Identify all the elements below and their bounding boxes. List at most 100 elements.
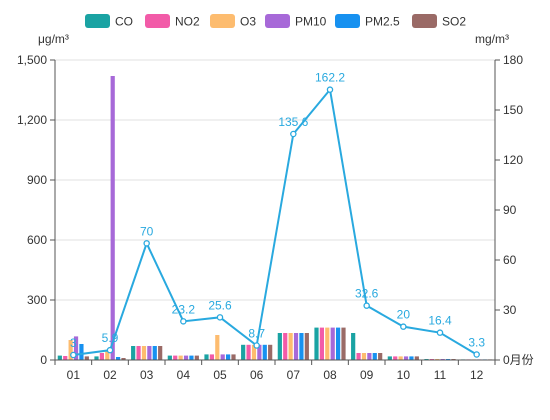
bar-o3-01[interactable]: [68, 340, 73, 360]
bar-o3-08[interactable]: [325, 327, 330, 360]
bar-pm10-06[interactable]: [257, 344, 262, 360]
bar-so2-03[interactable]: [158, 346, 163, 360]
bar-pm25-03[interactable]: [152, 346, 157, 360]
bar-series: [57, 76, 493, 360]
bar-o3-03[interactable]: [141, 346, 147, 360]
bar-no2-05[interactable]: [209, 354, 214, 360]
line-point-07[interactable]: [290, 130, 297, 138]
line-point-09[interactable]: [363, 302, 370, 309]
bar-co-05[interactable]: [204, 354, 209, 360]
x-tick-label: 02: [103, 368, 117, 382]
bar-co-08[interactable]: [314, 327, 319, 360]
line-point-12[interactable]: [473, 351, 480, 358]
bar-o3-02[interactable]: [105, 351, 110, 360]
legend-label[interactable]: PM10: [295, 15, 327, 29]
left-tick-label: 900: [27, 173, 47, 187]
bar-co-06[interactable]: [241, 344, 246, 360]
bar-pm25-09[interactable]: [372, 353, 377, 360]
bar-no2-09[interactable]: [356, 353, 361, 360]
bar-o3-07[interactable]: [288, 333, 293, 360]
bar-pm10-04[interactable]: [183, 355, 189, 360]
right-tick-label: 180: [503, 53, 523, 67]
bar-so2-04[interactable]: [194, 355, 199, 360]
legend-swatch-pm10[interactable]: [265, 14, 290, 28]
left-tick-label: 1,500: [17, 53, 47, 67]
line-series: 3 5.9 70 23.2 25.6 8.7 135.6 162.2 32.6 20 16.4 3.3: [70, 71, 485, 359]
bar-so2-09[interactable]: [378, 353, 383, 360]
bar-so2-01[interactable]: [84, 356, 89, 360]
bar-pm10-02[interactable]: [110, 76, 115, 360]
bar-so2-10[interactable]: [414, 356, 419, 360]
line-point-03[interactable]: [143, 240, 150, 247]
legend: CO NO2 O3 PM10 PM2.5 SO2: [85, 14, 466, 29]
bar-o3-06[interactable]: [251, 344, 257, 360]
bar-pm10-03[interactable]: [147, 346, 152, 360]
legend-swatch-no2[interactable]: [145, 14, 170, 28]
line-data-label: 32.6: [355, 287, 379, 301]
bar-no2-07[interactable]: [283, 333, 288, 360]
legend-label[interactable]: NO2: [175, 15, 200, 29]
bar-pm25-01[interactable]: [79, 344, 84, 360]
bar-so2-02[interactable]: [121, 358, 126, 360]
bar-co-04[interactable]: [167, 355, 172, 360]
line-data-label: 5.9: [102, 331, 119, 345]
bar-pm10-08[interactable]: [330, 327, 335, 360]
x-tick-label: 01: [67, 368, 81, 382]
bar-co-10[interactable]: [387, 356, 392, 360]
line-data-label: 20: [397, 308, 411, 322]
bar-no2-06[interactable]: [246, 344, 251, 360]
bar-co-09[interactable]: [351, 333, 356, 360]
bar-pm10-01[interactable]: [73, 336, 79, 360]
x-tick-label: 06: [250, 368, 264, 382]
line-point-01[interactable]: [70, 351, 77, 359]
line-point-02[interactable]: [106, 346, 114, 354]
legend-label[interactable]: PM2.5: [365, 15, 400, 29]
bar-pm25-05[interactable]: [226, 354, 231, 360]
x-tick-label: 11: [434, 368, 447, 382]
bar-pm10-07[interactable]: [293, 333, 299, 360]
bar-pm25-04[interactable]: [189, 355, 194, 360]
legend-label[interactable]: SO2: [442, 15, 466, 29]
line-point-05[interactable]: [216, 314, 224, 321]
bar-pm25-06[interactable]: [262, 344, 267, 360]
bar-pm25-10[interactable]: [409, 356, 414, 360]
bar-co-01[interactable]: [57, 355, 62, 360]
bar-no2-10[interactable]: [393, 356, 398, 360]
bar-pm10-10[interactable]: [403, 356, 409, 360]
bar-no2-04[interactable]: [173, 355, 178, 360]
legend-swatch-pm25[interactable]: [335, 14, 360, 28]
bar-o3-05[interactable]: [215, 335, 220, 360]
bar-o3-04[interactable]: [178, 355, 183, 360]
bar-so2-08[interactable]: [341, 327, 346, 360]
legend-swatch-co[interactable]: [85, 14, 110, 28]
bar-co-02[interactable]: [94, 356, 99, 360]
bar-so2-06[interactable]: [268, 344, 273, 360]
bar-so2-05[interactable]: [231, 354, 236, 360]
line-point-11[interactable]: [436, 329, 444, 336]
line-point-10[interactable]: [400, 323, 407, 330]
legend-label[interactable]: CO: [115, 15, 133, 29]
line-path: [73, 87, 478, 356]
bar-pm25-08[interactable]: [336, 327, 341, 360]
legend-label[interactable]: O3: [240, 15, 256, 29]
bar-o3-09[interactable]: [361, 353, 367, 360]
left-tick-label: 600: [27, 233, 47, 247]
bar-no2-08[interactable]: [319, 327, 324, 360]
bar-pm25-02[interactable]: [116, 357, 121, 360]
bar-no2-02[interactable]: [99, 353, 104, 360]
legend-swatch-o3[interactable]: [210, 14, 235, 28]
bar-co-03[interactable]: [131, 346, 136, 360]
bar-no2-01[interactable]: [63, 356, 68, 360]
bar-pm10-05[interactable]: [220, 354, 225, 360]
line-point-04[interactable]: [180, 318, 187, 325]
line-point-08[interactable]: [326, 86, 334, 93]
bar-o3-10[interactable]: [398, 356, 403, 360]
bar-no2-03[interactable]: [136, 346, 141, 360]
legend-swatch-so2[interactable]: [412, 14, 437, 28]
bar-pm10-09[interactable]: [367, 353, 372, 360]
bar-pm25-07[interactable]: [299, 333, 304, 360]
bar-so2-07[interactable]: [304, 333, 309, 360]
line-point-06[interactable]: [253, 342, 260, 349]
bar-co-07[interactable]: [277, 333, 282, 360]
gridlines: [55, 59, 495, 301]
